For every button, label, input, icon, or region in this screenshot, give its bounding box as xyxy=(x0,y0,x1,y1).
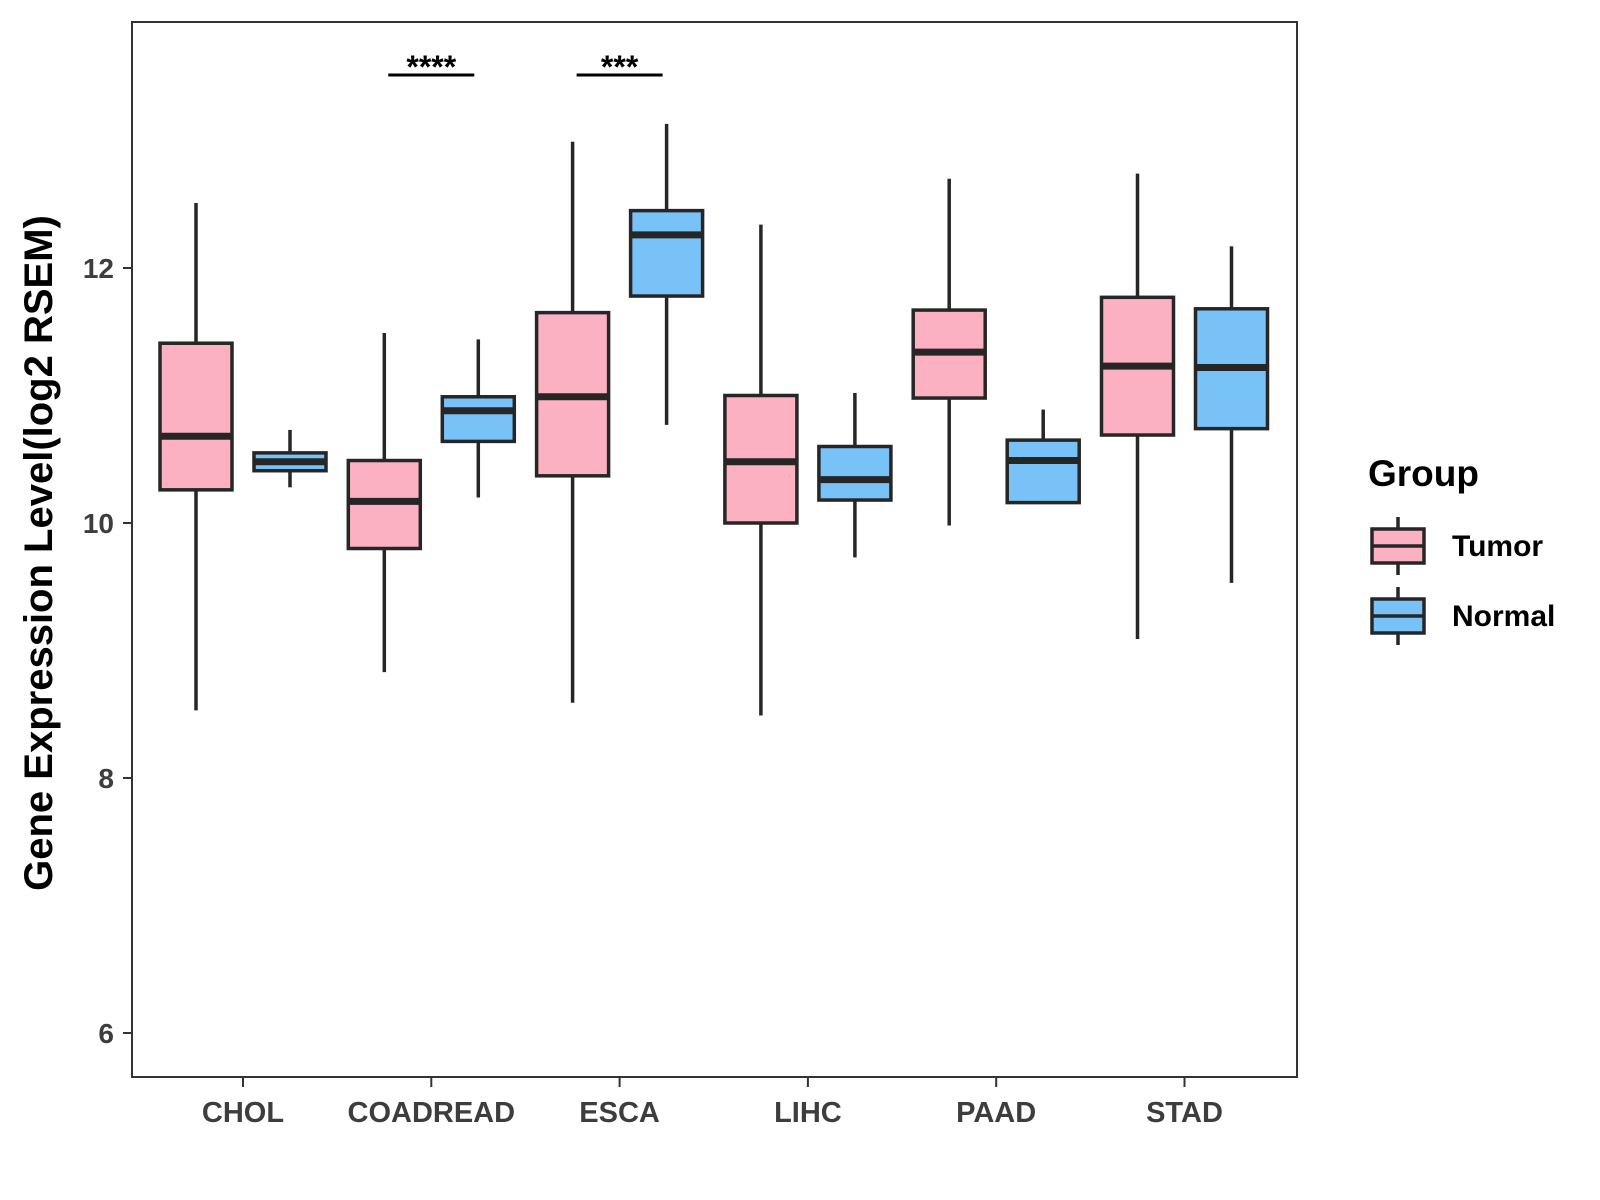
legend-item-normal: Normal xyxy=(1370,587,1555,645)
box-iqr xyxy=(628,208,705,298)
box-normal-paad xyxy=(1005,409,1081,505)
box-iqr xyxy=(440,395,517,444)
legend-title: Group xyxy=(1368,453,1479,494)
y-axis-title: Gene Expression Level(log2 RSEM) xyxy=(17,215,61,891)
y-tick-label-10: 10 xyxy=(83,508,114,539)
x-tick-label-chol: CHOL xyxy=(202,1097,284,1129)
significance-esca: *** xyxy=(576,49,663,85)
x-tick-label-coadread: COADREAD xyxy=(348,1097,516,1129)
y-tick-label-6: 6 xyxy=(98,1018,114,1049)
x-tick-label-paad: PAAD xyxy=(956,1097,1036,1129)
box-tumor-stad xyxy=(1099,173,1176,640)
y-tick-label-12: 12 xyxy=(83,253,114,284)
box-normal-lihc xyxy=(817,392,893,558)
plot-panel-border xyxy=(131,21,1298,1078)
axes: 6 8 10 12 CHOL COADREAD ESCA LIHC PAAD STAD xyxy=(83,21,1298,1129)
legend-label-normal: Normal xyxy=(1452,600,1555,633)
legend-label-tumor: Tumor xyxy=(1452,530,1543,563)
box-iqr xyxy=(817,444,893,502)
box-tumor-lihc xyxy=(723,224,799,716)
y-tick-label-8: 8 xyxy=(98,763,114,794)
box-iqr xyxy=(1005,438,1081,505)
legend-item-tumor: Tumor xyxy=(1370,517,1543,575)
legend: Group Tumor Normal xyxy=(1368,453,1555,645)
significance-label: **** xyxy=(406,49,456,85)
significance-coadread: **** xyxy=(388,49,475,85)
x-tick-label-lihc: LIHC xyxy=(774,1097,842,1129)
box-tumor-coadread xyxy=(346,333,423,673)
x-tick-label-stad: STAD xyxy=(1146,1097,1223,1129)
significance-label: *** xyxy=(601,49,639,85)
box-normal-coadread xyxy=(440,339,517,498)
plot-area: **** *** xyxy=(158,49,1270,716)
box-tumor-paad xyxy=(911,178,987,526)
box-normal-chol xyxy=(252,429,328,488)
box-iqr xyxy=(158,341,234,492)
box-tumor-chol xyxy=(158,202,234,711)
box-normal-esca xyxy=(628,123,705,425)
box-normal-stad xyxy=(1193,246,1270,583)
box-tumor-esca xyxy=(534,141,611,703)
x-tick-label-esca: ESCA xyxy=(579,1097,660,1129)
